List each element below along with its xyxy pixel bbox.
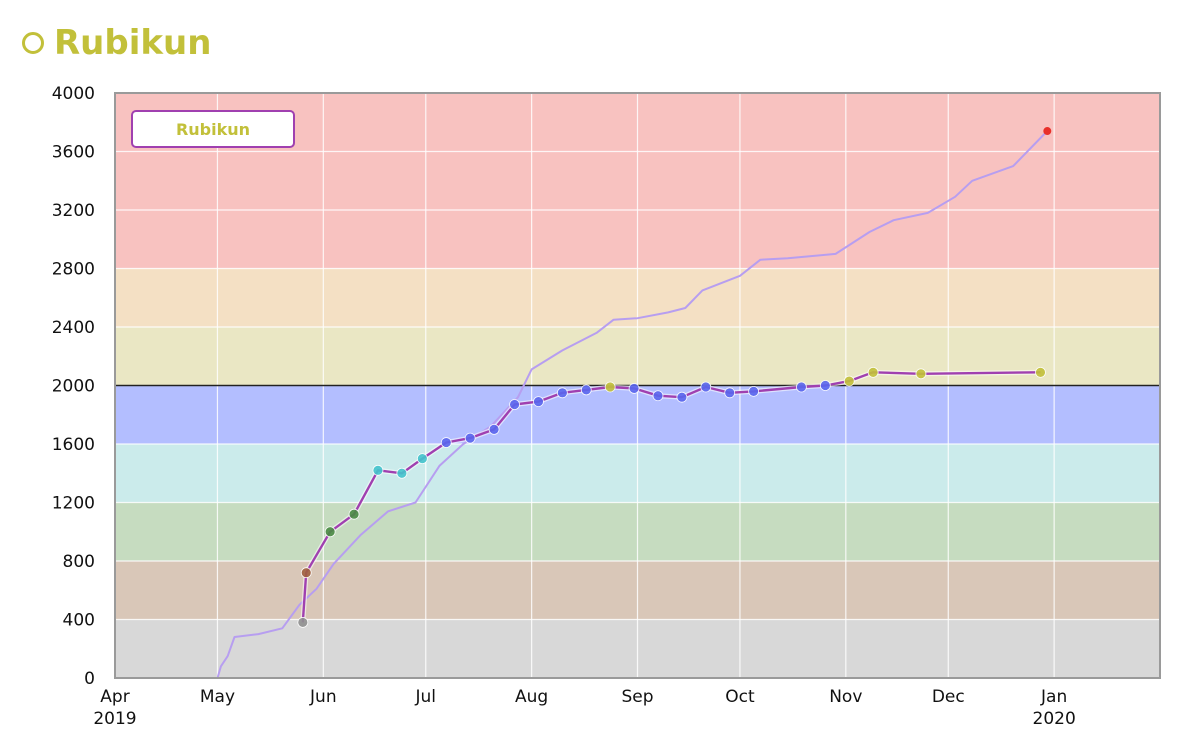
y-tick-label-2800: 2800 — [52, 260, 95, 280]
y-tick-label-800: 800 — [63, 552, 95, 572]
rating-point-1 — [300, 567, 312, 579]
rating-point-19 — [724, 387, 736, 399]
rating-point-15 — [628, 383, 640, 394]
x-tick-label-apr: Apr — [100, 687, 129, 707]
x-tick-label-jun: Jun — [309, 687, 337, 707]
x-tick-year-label-2019: 2019 — [93, 709, 136, 729]
x-tick-label-jul: Jul — [415, 687, 437, 707]
plot-frame — [114, 92, 1161, 679]
x-tick-label-aug: Aug — [515, 687, 548, 707]
rating-point-25 — [915, 368, 927, 380]
user-name-title[interactable]: Rubikun — [54, 23, 212, 63]
cumulative-line-path — [216, 130, 1049, 679]
rating-point-9 — [488, 423, 500, 435]
rating-point-24 — [867, 366, 879, 378]
rating-point-5 — [396, 467, 408, 479]
circle-outline-icon — [22, 32, 44, 54]
rating-point-17 — [676, 391, 688, 403]
x-tick-label-sep: Sep — [621, 687, 653, 707]
rating-point-10 — [509, 399, 520, 410]
rating-point-20 — [748, 385, 760, 397]
rating-chart: 040080012001600200024002800320036004000 … — [52, 84, 1161, 729]
y-tick-label-3600: 3600 — [52, 143, 95, 163]
y-axis-tick-labels: 0 400 800 1200 1600 2000 2400 2800 3200 3600 4000 — [52, 84, 95, 689]
y-tick-label-1200: 1200 — [52, 494, 95, 514]
rating-point-3 — [348, 508, 360, 520]
rating-point-14 — [604, 381, 616, 393]
rating-point-2 — [324, 526, 336, 538]
rating-point-4 — [372, 464, 384, 476]
rating-points — [297, 366, 1046, 628]
rating-point-26 — [1035, 366, 1046, 378]
x-tick-label-nov: Nov — [829, 687, 862, 707]
rating-point-23 — [843, 375, 855, 387]
rating-point-22 — [819, 380, 831, 391]
x-tick-label-may: May — [200, 687, 235, 707]
x-tick-year-label-2020: 2020 — [1033, 709, 1076, 729]
rating-point-18 — [700, 381, 712, 393]
rating-point-11 — [533, 396, 544, 407]
legend-box — [131, 110, 295, 148]
y-tick-label-3200: 3200 — [52, 201, 95, 221]
y-tick-label-2400: 2400 — [52, 318, 95, 338]
x-tick-label-oct: Oct — [725, 687, 755, 707]
y-tick-label-2000: 2000 — [52, 377, 95, 397]
rating-point-16 — [652, 390, 664, 402]
cumulative-line-end-point — [1043, 127, 1052, 136]
rating-point-0 — [297, 617, 309, 628]
x-tick-label-dec: Dec — [932, 687, 965, 707]
chart-legend: Rubikun — [131, 110, 295, 148]
legend-entry-label: Rubikun — [176, 120, 250, 139]
rating-point-21 — [796, 381, 807, 393]
y-tick-label-1600: 1600 — [52, 435, 95, 455]
rating-point-13 — [580, 384, 592, 396]
y-tick-label-4000: 4000 — [52, 84, 95, 104]
page-header: Rubikun — [22, 18, 211, 68]
y-tick-label-400: 400 — [63, 611, 95, 631]
rating-point-7 — [440, 437, 452, 448]
cumulative-line — [216, 127, 1052, 679]
rating-point-8 — [464, 432, 476, 444]
rating-point-12 — [556, 387, 568, 399]
x-tick-label-jan: Jan — [1040, 687, 1067, 707]
rating-point-6 — [416, 453, 428, 465]
y-tick-label-0: 0 — [84, 669, 95, 689]
